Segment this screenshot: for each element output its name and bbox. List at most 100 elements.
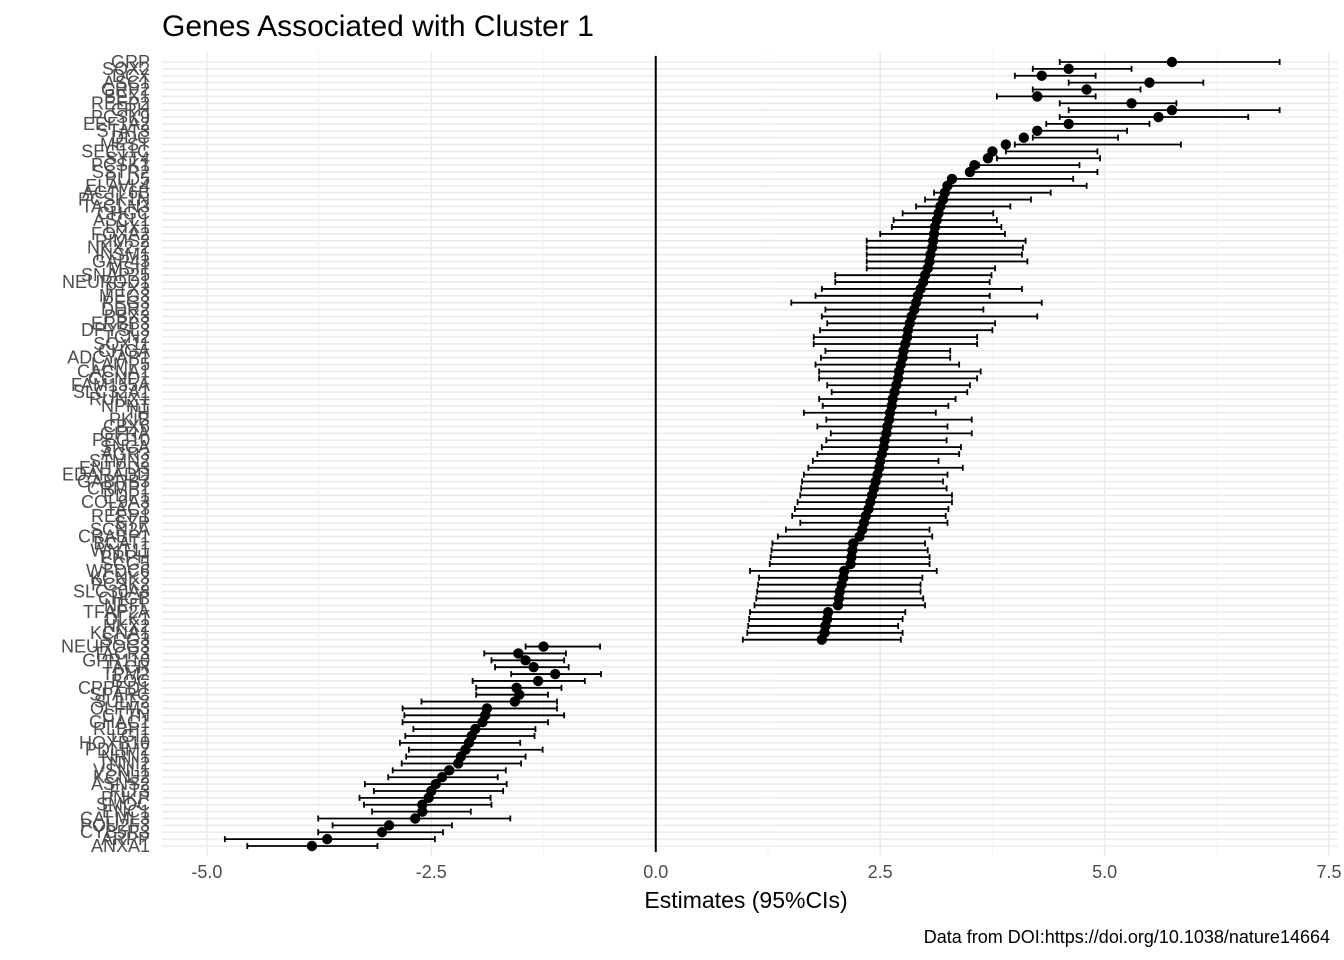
estimate-point xyxy=(470,723,481,735)
ci-bar xyxy=(802,409,937,416)
ci-bar xyxy=(814,292,991,299)
y-tick-label: VSNL1 xyxy=(93,760,150,780)
estimate-point xyxy=(444,765,455,776)
y-tick-label: TAGLN3 xyxy=(81,196,150,216)
estimate-point xyxy=(430,778,442,790)
x-axis-title: Estimates (95%CIs) xyxy=(644,887,847,913)
estimate-point xyxy=(538,641,549,652)
y-tick-label: ASCL1 xyxy=(93,210,150,230)
y-tick-label: RUNX1 xyxy=(89,389,150,409)
ci-bar xyxy=(407,746,544,753)
y-tick-label: NEFL xyxy=(104,595,150,615)
y-tick-label: ASC1 xyxy=(103,73,150,93)
ci-bar xyxy=(825,416,973,423)
y-tick-label: SCG3 xyxy=(101,630,150,650)
y-tick-label: GRP2 xyxy=(101,80,150,100)
y-tick-label: ADCYAP1 xyxy=(67,348,150,368)
y-tick-label: ELAVL4 xyxy=(85,176,150,196)
y-tick-label: PBX3 xyxy=(104,306,150,326)
ci-bar xyxy=(807,464,964,471)
y-tick-label: TCN2 xyxy=(103,327,150,347)
y-tick-label: KCNJ2 xyxy=(93,767,150,787)
y-tick-label: PCSK2 xyxy=(91,575,150,595)
estimate-point xyxy=(1081,84,1092,95)
y-tick-label: GPR110 xyxy=(82,650,150,670)
ci-bar xyxy=(995,155,1102,162)
y-tick-label: PNKP xyxy=(101,788,150,808)
estimate-point xyxy=(528,661,539,673)
ci-bar xyxy=(879,230,1006,237)
estimate-point xyxy=(306,840,318,852)
estimate-point xyxy=(848,538,859,549)
y-tick-label: ARPP xyxy=(101,829,150,849)
y-tick-label: SYT4 xyxy=(105,148,150,168)
ci-bar xyxy=(398,739,522,746)
y-tick-label: SMOC xyxy=(96,795,150,815)
y-tick-label: CRH xyxy=(111,100,150,120)
ci-bar xyxy=(812,334,979,341)
y-tick-label: GFRA xyxy=(100,423,150,443)
y-tick-label: DLK1 xyxy=(105,609,150,629)
y-tick-label: MEG3 xyxy=(99,286,150,306)
estimate-point xyxy=(1166,104,1178,116)
estimate-point xyxy=(1000,139,1012,150)
y-tick-label: NEUROD1 xyxy=(62,272,150,292)
y-tick-label: TH xyxy=(126,403,150,423)
ci-bar xyxy=(471,677,586,684)
y-tick-label: STAT3 xyxy=(97,121,150,141)
y-tick-label: ENTPD3 xyxy=(79,458,150,478)
ci-bar xyxy=(829,430,973,437)
y-tick-label: PCSK9 xyxy=(91,107,150,127)
y-tick-label: SOX2 xyxy=(102,59,150,79)
y-tick-label: CCND1 xyxy=(88,368,150,388)
ci-bar xyxy=(1004,148,1099,155)
ci-bar xyxy=(820,444,962,451)
x-tick-label: -5.0 xyxy=(191,862,222,882)
estimate-point xyxy=(376,827,388,838)
ci-bar xyxy=(892,217,998,224)
x-tick-label: 7.5 xyxy=(1317,862,1342,882)
y-tick-label: NKX2 xyxy=(103,616,150,636)
ci-bar xyxy=(483,650,567,657)
y-tick-label: BEX1 xyxy=(104,86,150,106)
y-tick-label: DCX xyxy=(112,66,150,86)
y-tick-label: ERBB3 xyxy=(91,313,150,333)
ci-bar xyxy=(995,93,1097,100)
ci-bar xyxy=(1013,72,1097,79)
y-tick-label: WFDC6 xyxy=(86,561,150,581)
y-tick-label: SSTR2 xyxy=(92,162,150,182)
estimate-point xyxy=(513,648,524,659)
ci-bar xyxy=(820,354,952,361)
ci-bar xyxy=(816,451,961,457)
y-tick-label: AGR3 xyxy=(101,444,150,464)
ci-bar xyxy=(1036,127,1128,134)
y-tick-label: DPYSL3 xyxy=(81,320,150,340)
y-tick-label: SEC11C xyxy=(81,141,150,161)
y-tick-label: INSM1 xyxy=(95,245,150,265)
estimate-point xyxy=(549,668,561,680)
y-tick-label: SNAP25 xyxy=(81,265,150,285)
ci-bar xyxy=(865,237,1027,244)
ci-bar xyxy=(1031,65,1133,72)
ci-bar xyxy=(824,306,985,313)
estimate-point xyxy=(409,813,421,824)
y-tick-label: TPM2 xyxy=(102,664,150,684)
y-tick-label: SOX11 xyxy=(93,334,150,354)
y-tick-label: PCSK1N xyxy=(78,190,150,210)
y-tick-label: TACR3 xyxy=(92,643,150,663)
y-tick-label: REEP2 xyxy=(91,93,150,113)
y-tick-label: FOXA2 xyxy=(91,224,150,244)
estimate-point xyxy=(1144,77,1155,88)
y-tick-label: CRMP1 xyxy=(87,478,150,498)
x-tick-label: 5.0 xyxy=(1092,862,1117,882)
estimate-point xyxy=(1032,125,1043,136)
y-tick-label: ANXA1 xyxy=(91,836,150,856)
estimate-point xyxy=(1036,70,1047,81)
y-tick-label: GAP43 xyxy=(92,251,150,271)
y-tick-label: SCN2A xyxy=(90,520,150,540)
ci-bar xyxy=(1067,79,1205,86)
y-tick-label: PRPH xyxy=(100,547,150,567)
y-tick-label: TFAP2A xyxy=(83,602,150,622)
estimate-point xyxy=(436,772,448,783)
y-tick-label: LAMP5 xyxy=(91,355,150,375)
